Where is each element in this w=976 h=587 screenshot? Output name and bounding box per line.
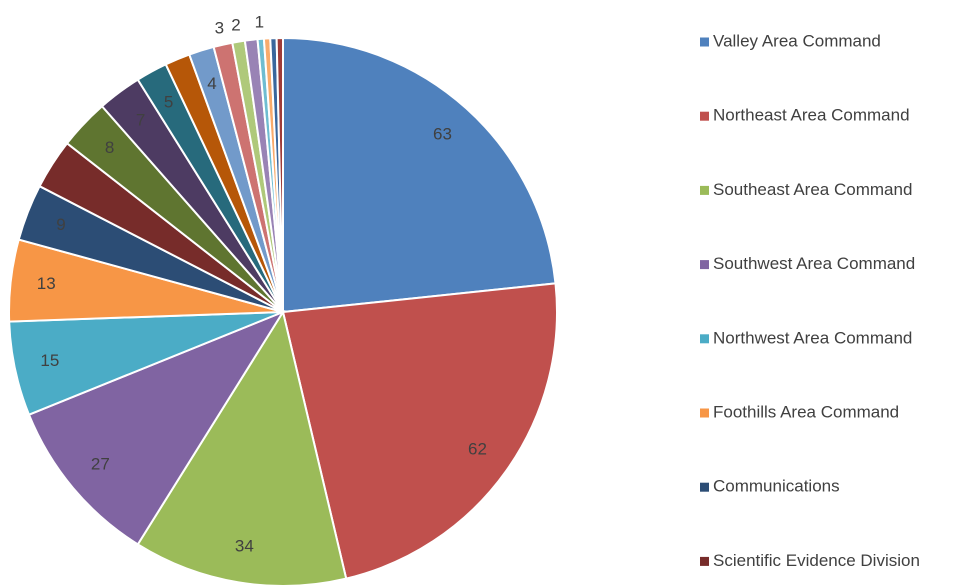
- data-label: 9: [56, 215, 65, 234]
- data-label: 13: [37, 274, 56, 293]
- legend-swatch: [700, 408, 709, 418]
- data-label: 1: [255, 12, 264, 31]
- data-label: 7: [136, 110, 145, 129]
- legend-label: Northeast Area Command: [713, 106, 910, 125]
- pie-slice: [275, 36, 284, 313]
- data-label: 62: [468, 439, 487, 458]
- legend-swatch: [700, 334, 709, 344]
- legend-label: Northwest Area Command: [713, 328, 912, 347]
- legend-swatch: [700, 37, 709, 47]
- legend-swatch: [700, 482, 709, 492]
- data-label: 15: [40, 351, 59, 370]
- data-label: 8: [105, 138, 114, 157]
- pie-slice: [281, 282, 558, 580]
- data-label: 34: [235, 537, 254, 556]
- data-label: 3: [215, 19, 224, 38]
- data-label: 27: [91, 455, 110, 474]
- legend-label: Southeast Area Command: [713, 180, 912, 199]
- legend-swatch: [700, 260, 709, 270]
- legend-label: Valley Area Command: [713, 31, 881, 50]
- pie-slice: [282, 36, 557, 314]
- data-label: 2: [231, 15, 240, 34]
- data-label: 63: [433, 124, 452, 143]
- legend-label: Communications: [713, 477, 840, 496]
- legend-swatch: [700, 111, 709, 121]
- legend-label: Southwest Area Command: [713, 254, 915, 273]
- legend-label: Scientific Evidence Division: [713, 551, 920, 570]
- legend-swatch: [700, 556, 709, 566]
- legend-swatch: [700, 185, 709, 195]
- pie-slice: [27, 309, 286, 546]
- data-label: 4: [207, 74, 216, 93]
- pie-slice: [136, 309, 348, 587]
- data-label: 5: [164, 92, 173, 111]
- legend-label: Foothills Area Command: [713, 402, 899, 421]
